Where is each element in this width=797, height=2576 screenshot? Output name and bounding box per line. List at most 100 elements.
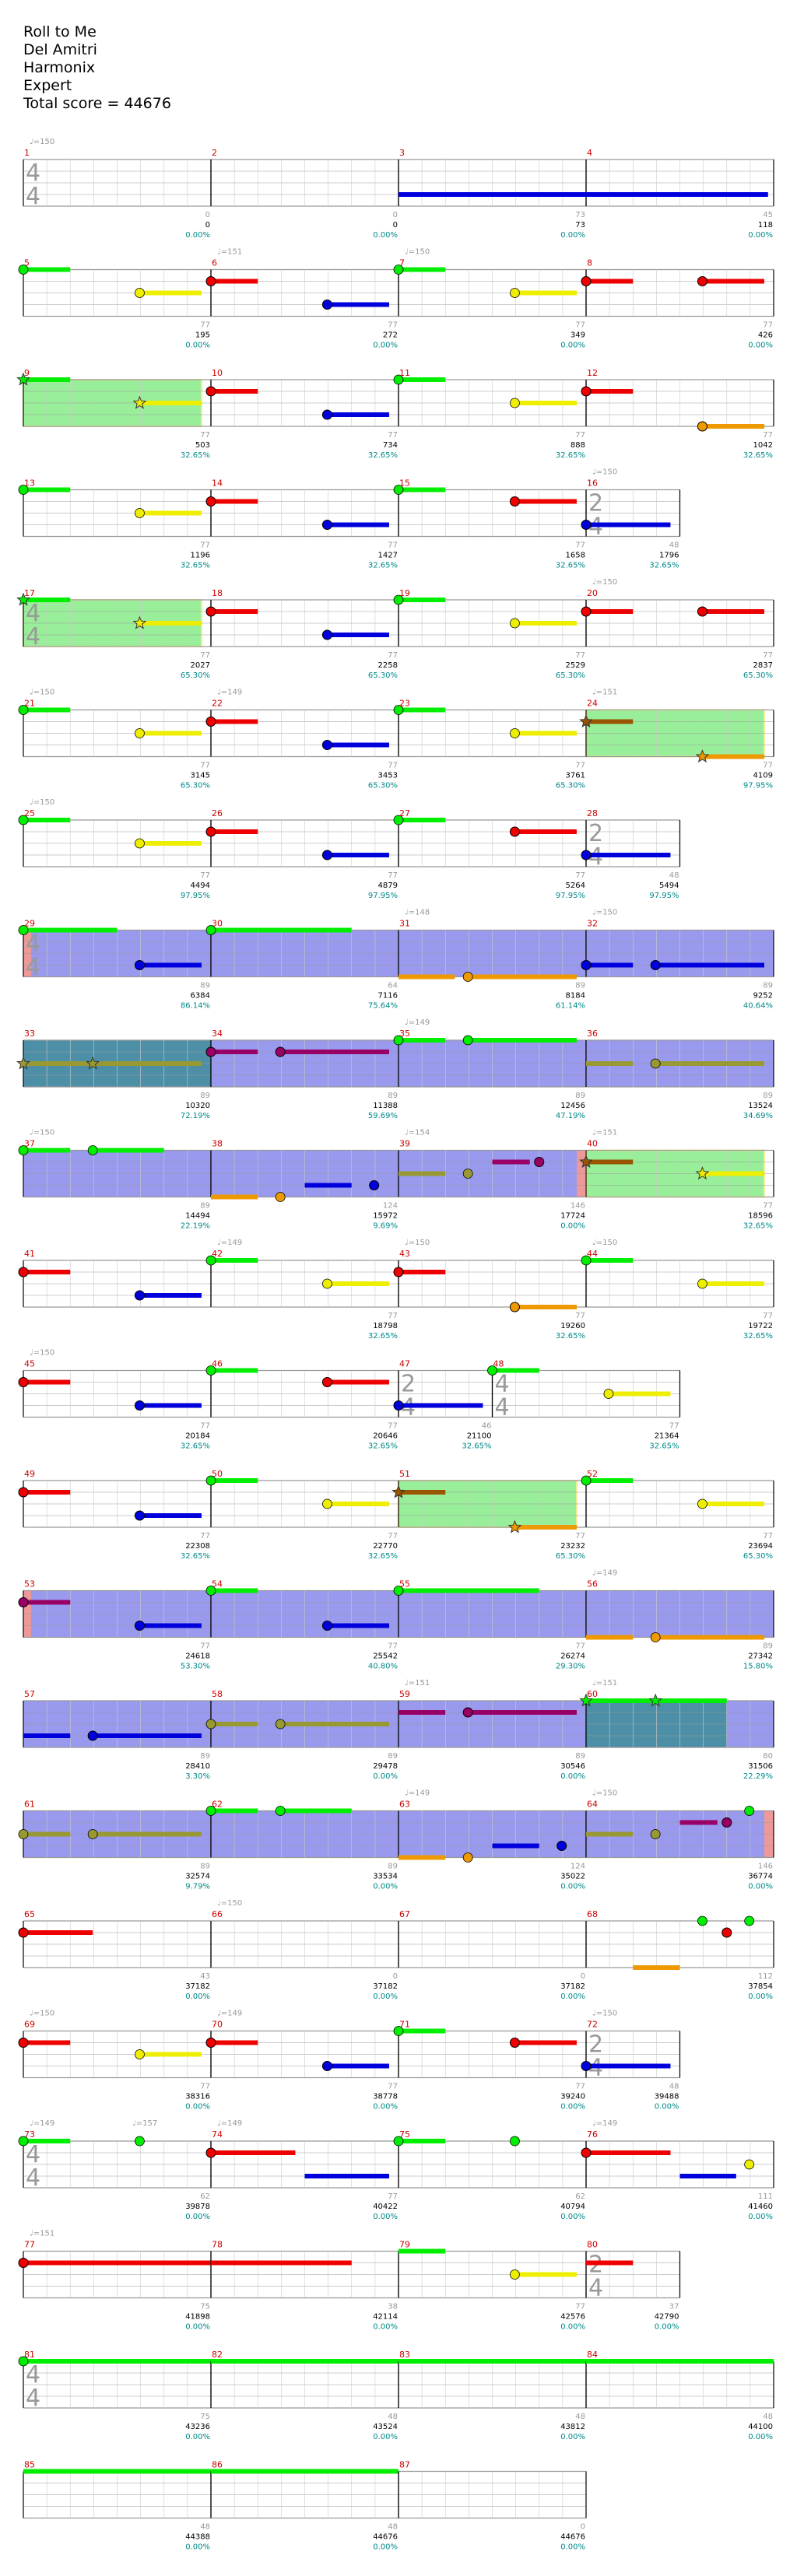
- measure-number: 84: [587, 2350, 598, 2360]
- note-gem: [581, 1475, 592, 1486]
- measure-score: 2258: [378, 661, 398, 670]
- note-gem: [510, 398, 520, 408]
- tempo-marker: ♩=148: [405, 909, 430, 917]
- measure-sp-percent: 32.65%: [743, 451, 773, 460]
- note-gem: [135, 2136, 145, 2147]
- measure-score: 39488: [655, 2093, 679, 2101]
- measure-bonus: 89: [763, 982, 773, 990]
- sustain-bar: [492, 1159, 530, 1165]
- measure-bonus: 48: [388, 2413, 398, 2421]
- measure-number: 30: [212, 919, 223, 929]
- note-gem: [134, 1510, 145, 1521]
- time-sig-bottom: 4: [26, 2164, 40, 2192]
- note-gem: [205, 606, 216, 617]
- measure-number: 27: [399, 808, 410, 818]
- measure-number: 9: [24, 368, 30, 378]
- measure-sp-percent: 47.19%: [556, 1112, 585, 1120]
- measure-sp-percent: 0.00%: [655, 2323, 679, 2332]
- measure-score: 25542: [373, 1652, 398, 1661]
- measure-bonus: 77: [763, 762, 773, 770]
- note-gem: [722, 1927, 732, 1938]
- measure-score: 36774: [748, 1873, 773, 1881]
- measure-bonus: 77: [575, 2303, 585, 2311]
- tempo-marker: ♩=151: [217, 248, 242, 257]
- measure-score: 8184: [566, 992, 585, 1001]
- time-sig-top: 4: [26, 159, 40, 187]
- sustain-bar: [23, 1733, 71, 1738]
- note-gem: [393, 485, 404, 495]
- note-gem: [462, 1169, 473, 1179]
- note-gem: [18, 705, 29, 715]
- measure-bonus: 0: [205, 211, 210, 219]
- measure-number: 75: [399, 2129, 410, 2140]
- note-gem: [369, 1180, 380, 1190]
- measure-bonus: 146: [758, 1863, 773, 1871]
- measure-bonus: 124: [383, 1202, 398, 1211]
- note-gem: [697, 276, 707, 286]
- measure-score: 4109: [753, 772, 773, 780]
- sustain-bar: [586, 609, 634, 614]
- measure-score: 38778: [373, 2093, 398, 2101]
- measure-number: 54: [212, 1579, 223, 1589]
- measure-sp-percent: 0.00%: [373, 342, 398, 350]
- measure-score: 18596: [748, 1212, 773, 1221]
- note-gem: [205, 826, 216, 837]
- sustain-bar: [398, 1171, 446, 1176]
- measure-bonus: 111: [758, 2192, 773, 2201]
- star-note: [695, 749, 710, 763]
- note-gem: [135, 288, 145, 298]
- note-gem: [650, 960, 661, 970]
- note-gem: [581, 1255, 592, 1266]
- sustain-bar: [514, 1305, 577, 1309]
- sustain-bar: [514, 401, 577, 405]
- note-gem: [205, 1475, 216, 1486]
- measure-number: 39: [399, 1139, 410, 1149]
- time-sig-bottom: 4: [26, 2385, 40, 2412]
- measure-bonus: 80: [763, 1752, 773, 1761]
- measure-number: 2: [212, 148, 217, 158]
- measure-number: 42: [212, 1249, 223, 1259]
- tempo-marker: ♩=151: [592, 1679, 617, 1688]
- measure-bonus: 77: [200, 2083, 210, 2091]
- note-gem: [697, 1915, 707, 1926]
- note-gem: [462, 1707, 473, 1718]
- measure-bonus: 77: [200, 871, 210, 880]
- measure-bonus: 77: [388, 2192, 398, 2201]
- measure-score: 3761: [566, 772, 585, 780]
- measure-number: 43: [399, 1249, 410, 1259]
- measure-score: 33534: [373, 1873, 398, 1881]
- note-gem: [205, 386, 216, 397]
- measure-number: 53: [24, 1579, 35, 1589]
- sustain-bar: [655, 1061, 764, 1066]
- measure-number: 4: [587, 148, 592, 158]
- measure-score: 43812: [560, 2423, 585, 2431]
- sustain-bar: [586, 2063, 671, 2069]
- sustain-bar: [398, 1588, 539, 1593]
- sustain-bar: [280, 1050, 389, 1054]
- sustain-bar: [139, 1513, 202, 1518]
- sustain-bar: [702, 754, 764, 759]
- note-gem: [744, 2159, 755, 2170]
- measure-bonus: 77: [575, 2083, 585, 2091]
- measure-sp-percent: 32.65%: [181, 1442, 210, 1451]
- time-sig-top: 4: [26, 600, 40, 627]
- note-gem: [744, 1806, 755, 1816]
- measure-sp-percent: 32.65%: [556, 562, 585, 570]
- note-gem: [321, 2061, 332, 2071]
- measure-bonus: 77: [200, 651, 210, 660]
- measure-sp-percent: 0.00%: [185, 1992, 210, 2001]
- measure-sp-percent: 32.65%: [743, 1332, 773, 1341]
- sustain-bar: [514, 621, 577, 626]
- note-gem: [18, 1377, 29, 1387]
- measure-number: 60: [587, 1689, 598, 1699]
- sustain-bar: [327, 2063, 389, 2069]
- measure-number: 13: [24, 478, 35, 489]
- note-gem: [18, 1487, 29, 1498]
- star-note: [16, 372, 30, 386]
- measure-bonus: 89: [388, 1863, 398, 1871]
- note-gem: [581, 2147, 592, 2158]
- tempo-marker: ♩=149: [217, 2010, 242, 2018]
- star-note: [16, 592, 30, 606]
- sustain-bar: [280, 1808, 352, 1814]
- measure-sp-percent: 34.69%: [743, 1112, 773, 1120]
